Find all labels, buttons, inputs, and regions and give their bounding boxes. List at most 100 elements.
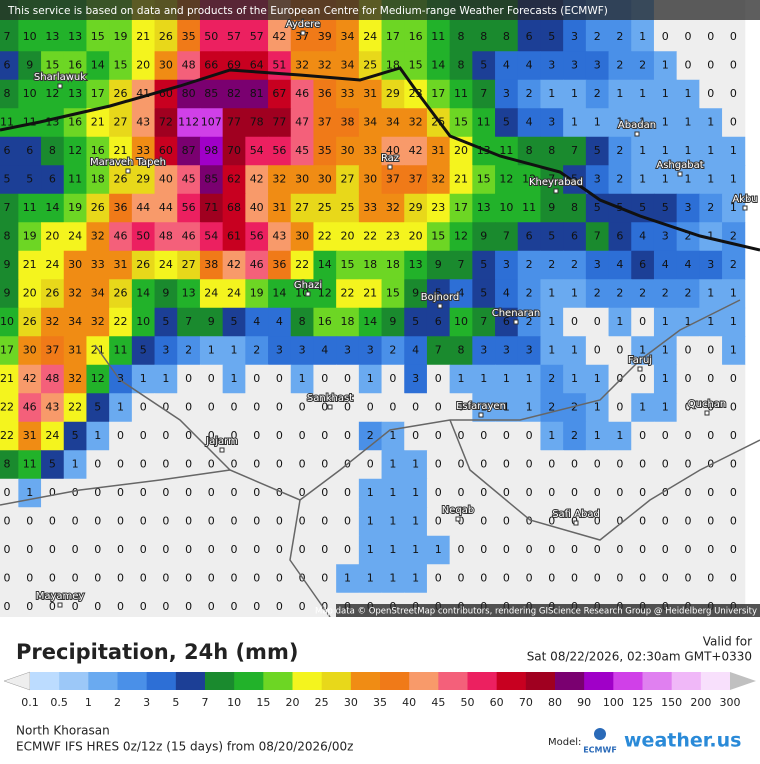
precip-value: 24 [204,287,218,300]
precip-value: 2 [594,287,601,300]
precip-value: 5 [594,144,601,157]
precip-cell [154,421,178,451]
precip-value: 3 [594,173,601,186]
precip-cell [722,136,746,166]
colorbar-tick-label: 40 [402,696,416,709]
precip-cell [222,592,246,618]
precip-value: 12 [45,87,59,100]
precip-value: 22 [0,429,14,442]
precip-cell [18,222,42,252]
precip-value: 1 [72,458,79,471]
precip-cell [653,336,678,366]
precip-cell [472,79,496,109]
precip-value: 4 [503,287,510,300]
precip-value: 0 [480,458,487,471]
precip-value: 46 [250,258,264,271]
precip-value: 0 [321,401,328,414]
precip-cell [517,165,541,195]
precip-cell [0,535,19,565]
precip-cell [245,222,269,252]
precip-cell [676,108,700,138]
precip-cell [177,250,201,280]
colorbar-tick-label: 25 [315,696,329,709]
precip-cell [131,307,156,337]
precip-value: 0 [662,543,669,556]
precip-cell [177,364,201,394]
precip-value: 1 [662,59,669,72]
precip-value: 9 [435,258,442,271]
precip-cell [653,393,678,423]
precip-cell [426,279,451,309]
precip-value: 5 [480,258,487,271]
precip-cell [699,535,723,565]
precip-cell [268,393,292,423]
precip-value: 1 [730,144,737,157]
precip-cell [336,393,360,423]
precip-cell [290,336,314,366]
precip-value: 17 [91,87,105,100]
precip-value: 2 [571,429,578,442]
precip-cell [0,51,19,81]
precip-value: 4 [662,258,669,271]
precip-value: 1 [730,173,737,186]
precip-value: 77 [272,116,286,129]
place-dot [677,171,683,177]
run: ECMWF IFS HRES 0z/12z (15 days) from 08/… [16,740,353,754]
place-label: Aydere [286,19,321,30]
precip-cell [358,507,383,537]
precip-value: 0 [662,515,669,528]
precip-cell [404,279,428,309]
precip-value: 0 [616,515,623,528]
precip-value: 45 [295,144,309,157]
precip-value: 85 [204,87,218,100]
place-label: Abadan [618,120,656,131]
precip-value: 27 [182,258,196,271]
precip-value: 0 [548,572,555,585]
precip-cell [245,108,269,138]
precip-value: 0 [730,458,737,471]
precip-cell [381,279,405,309]
precip-cell [563,364,587,394]
precip-value: 1 [117,401,124,414]
precip-cell [653,450,678,480]
precip-value: 1 [662,116,669,129]
precip-cell [722,421,746,451]
precip-cell [540,478,564,508]
precip-cell [381,478,405,508]
colorbar-tick-label: 3 [143,696,150,709]
precip-value: 4 [526,59,533,72]
precip-cell [426,250,451,280]
colorbar-segment [117,672,148,690]
precip-cell [517,79,541,109]
precip-value: 6 [571,230,578,243]
colorbar-segment [175,672,206,690]
precip-value: 27 [341,173,355,186]
colorbar: 0.1 0.5 1 2 3 5 7 10 15 20 25 30 35 40 45 50 60 70 80 90 100… [3,671,756,709]
precip-cell [358,364,383,394]
precip-value: 1 [685,173,692,186]
precip-cell [653,136,678,166]
precip-value: 1 [548,87,555,100]
precip-cell [517,222,541,252]
precip-cell [177,222,201,252]
precip-cell [0,564,19,594]
precip-value: 5 [162,315,169,328]
precip-value: 11 [454,87,468,100]
precip-value: 37 [409,173,423,186]
precip-cell [177,507,201,537]
precip-cell [131,507,156,537]
colorbar-segment [642,672,673,690]
precip-cell [676,250,700,280]
precip-value: 66 [204,59,218,72]
precip-cell [472,535,496,565]
precip-cell [426,478,451,508]
banner: This service is based on data and produc… [7,5,608,17]
precip-value: 2 [616,59,623,72]
precip-value: 1 [412,543,419,556]
precip-value: 30 [295,230,309,243]
precip-value: 1 [730,315,737,328]
precip-value: 0 [730,87,737,100]
precip-value: 0 [458,543,465,556]
precip-value: 33 [363,201,377,214]
colorbar-tick-label: 30 [344,696,358,709]
